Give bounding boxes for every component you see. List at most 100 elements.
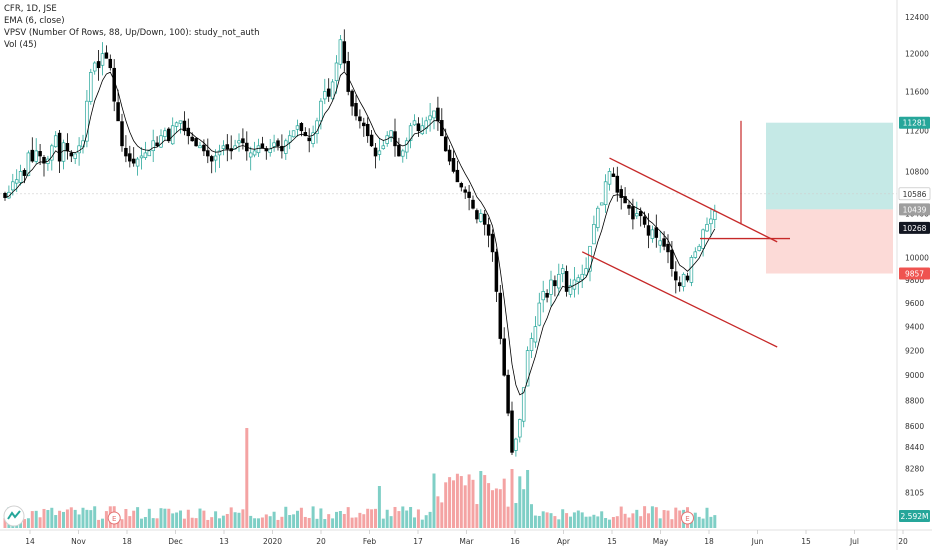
- candle-body: [389, 130, 393, 138]
- candle-body: [373, 147, 378, 157]
- volume-bar: [565, 513, 569, 528]
- time-tick: May: [653, 537, 669, 546]
- ema-line: [4, 71, 716, 396]
- time-axis[interactable]: 14 Nov 18 Dec 13 2020 20 Feb 17 Mar 16 Apr 15 May 18 Ju…: [25, 530, 908, 546]
- price-axis[interactable]: 1240012000116001120010800104001000098009…: [905, 13, 929, 520]
- candle-body: [568, 285, 573, 295]
- volume-bar: [569, 516, 572, 528]
- ema-study-label[interactable]: EMA (6, close): [4, 16, 65, 26]
- volume-bar: [299, 507, 303, 528]
- volume-bar: [709, 516, 713, 528]
- candle-body: [295, 125, 300, 130]
- volume-bar: [42, 508, 46, 528]
- candle-body: [225, 144, 230, 150]
- candle-body: [268, 148, 272, 153]
- time-tick: 17: [413, 537, 423, 546]
- volume-bar: [202, 510, 206, 528]
- volume-bar: [77, 514, 81, 528]
- volume-bar: [69, 507, 73, 528]
- price-tick: 9000: [905, 371, 924, 380]
- volume-bar: [315, 518, 319, 528]
- candle-body: [603, 181, 608, 205]
- time-tick: 18: [122, 537, 132, 546]
- volume-study-label[interactable]: Vol (45): [4, 40, 37, 50]
- volume-bar: [678, 510, 682, 528]
- trendlines[interactable]: [581, 157, 790, 348]
- volume-bar: [218, 518, 221, 528]
- candle-body: [213, 155, 218, 161]
- volume-bar: [214, 511, 218, 528]
- candles: [3, 29, 742, 457]
- candle-body: [272, 142, 276, 147]
- candle-body: [681, 273, 686, 287]
- time-tick: 15: [801, 537, 811, 546]
- candle-body: [529, 338, 534, 351]
- candle-body: [362, 122, 366, 127]
- volume-bar: [463, 485, 467, 528]
- volume-bar: [647, 513, 650, 528]
- candle-body: [580, 273, 584, 280]
- candle-body: [494, 251, 499, 292]
- time-tick: Jul: [849, 537, 859, 546]
- volume-bar: [658, 518, 662, 528]
- price-tag: [899, 116, 930, 129]
- time-tick: 16: [510, 537, 520, 546]
- candle-body: [615, 175, 620, 193]
- candle-body: [53, 135, 58, 148]
- candle-body: [525, 350, 530, 387]
- volume-bar: [561, 509, 565, 528]
- volume-bar: [93, 506, 97, 528]
- price-tag-label: 9857: [905, 270, 924, 279]
- candle-body: [112, 67, 116, 102]
- volume-bar: [452, 480, 455, 528]
- candle-body: [73, 153, 77, 159]
- price-tag: [899, 221, 930, 234]
- candle-body: [354, 103, 358, 117]
- candle-body: [455, 169, 460, 183]
- volume-bar: [459, 476, 463, 528]
- volume-bar: [576, 510, 580, 528]
- candle-body: [533, 326, 538, 343]
- volume-bar: [221, 515, 225, 528]
- candle-body: [38, 151, 42, 157]
- price-tick: 8440: [905, 443, 924, 452]
- volume-bar: [670, 519, 674, 528]
- price-tick: 8280: [905, 464, 924, 473]
- volume-bar: [147, 508, 151, 528]
- candle-body: [334, 62, 339, 81]
- price-tick: 12400: [905, 13, 929, 22]
- volume-bar: [705, 507, 709, 528]
- candle-body: [635, 213, 639, 217]
- time-tick: Apr: [557, 537, 571, 546]
- candle-body: [428, 115, 432, 121]
- candle-body: [685, 275, 690, 281]
- vpsv-study-label[interactable]: VPSV (Number Of Rows, 88, Up/Down, 100):…: [4, 28, 260, 38]
- candle-body: [576, 277, 581, 283]
- candle-body: [432, 110, 436, 119]
- candle-body: [42, 156, 46, 164]
- candle-body: [412, 120, 417, 126]
- volume-bar: [608, 519, 611, 528]
- volume-bar: [101, 518, 104, 528]
- symbol-title[interactable]: CFR, 1D, JSE: [4, 4, 57, 14]
- volume-bar: [588, 516, 592, 528]
- candle-body: [713, 211, 717, 220]
- candle-body: [248, 152, 253, 158]
- time-tick: 15: [607, 537, 617, 546]
- candle-body: [206, 150, 210, 157]
- candle-body: [502, 338, 506, 376]
- volume-bar: [163, 508, 167, 528]
- time-tick: 14: [25, 537, 35, 546]
- volume-bar: [253, 518, 257, 528]
- volume-bar: [38, 517, 42, 528]
- volume-bar: [120, 519, 124, 528]
- price-tag: [899, 267, 930, 280]
- candle-body: [599, 202, 604, 206]
- candle-body: [124, 147, 128, 157]
- candle-body: [705, 224, 709, 232]
- volume-bar: [354, 517, 358, 528]
- price-tick: 11200: [905, 127, 929, 136]
- candle-body: [482, 213, 487, 225]
